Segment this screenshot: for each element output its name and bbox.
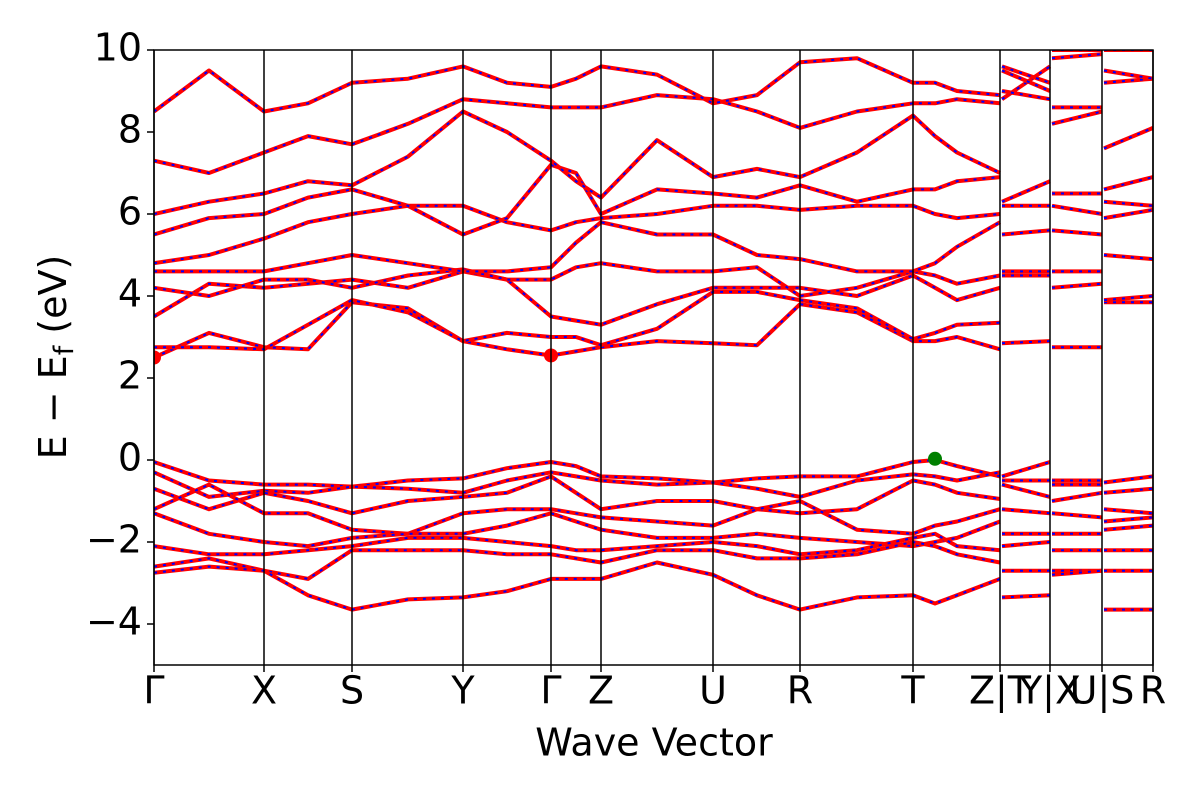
x-axis-label: Wave Vector — [535, 721, 773, 765]
y-tick-label: 2 — [118, 354, 142, 398]
band-line-overlay — [154, 254, 1153, 326]
band-line-overlay — [154, 458, 1153, 488]
band-line — [154, 482, 1153, 536]
band-line — [154, 273, 1153, 352]
x-tick-label: Γ — [540, 669, 561, 713]
band-line — [154, 175, 1153, 266]
y-axis-label: E − Ef (eV) — [31, 255, 80, 460]
band-line — [154, 207, 1153, 298]
band-line — [154, 560, 1153, 612]
band-line — [154, 540, 1153, 581]
band-edge-marker — [154, 350, 161, 365]
x-tick-label: R — [1140, 669, 1166, 713]
x-tick-label: R — [787, 669, 813, 713]
x-tick-label: T — [900, 669, 925, 713]
y-axis-label-part: E − E — [31, 355, 75, 459]
x-tick-label: S — [340, 669, 364, 713]
band-line-overlay — [154, 512, 1153, 548]
band-line — [154, 300, 1153, 360]
x-tick-label: Z — [588, 669, 614, 713]
x-tick-label: U — [699, 669, 727, 713]
plot-area — [154, 50, 1153, 612]
band-line-overlay — [154, 471, 1153, 498]
band-line — [154, 511, 1153, 549]
band-line — [154, 474, 1153, 516]
y-axis-label-part: (eV) — [31, 255, 75, 346]
band-line — [154, 50, 1153, 114]
x-tick-label: Y — [450, 669, 475, 713]
band-edge-marker — [928, 451, 942, 466]
y-tick-label: 6 — [118, 190, 142, 234]
band-line-overlay — [154, 53, 1153, 175]
x-tick-label: Z|T — [969, 669, 1032, 714]
y-tick-label: 0 — [118, 436, 142, 480]
y-tick-label: −4 — [86, 600, 142, 644]
x-tick-label: U|S — [1070, 669, 1135, 714]
band-line-overlay — [154, 200, 1153, 273]
y-tick-label: 10 — [94, 26, 142, 70]
band-line — [154, 76, 1153, 216]
y-axis-label-subscript: f — [49, 344, 80, 355]
x-tick-label: X — [251, 669, 277, 713]
band-line-overlay — [154, 274, 1153, 351]
y-tick-label: 4 — [118, 272, 142, 316]
band-line — [154, 531, 1153, 557]
y-tick-label: 8 — [118, 108, 142, 152]
x-tick-label: Y|X — [1018, 669, 1081, 714]
x-tick-label: Γ — [143, 669, 164, 713]
band-line — [154, 199, 1153, 274]
y-tick-label: −2 — [86, 518, 142, 562]
